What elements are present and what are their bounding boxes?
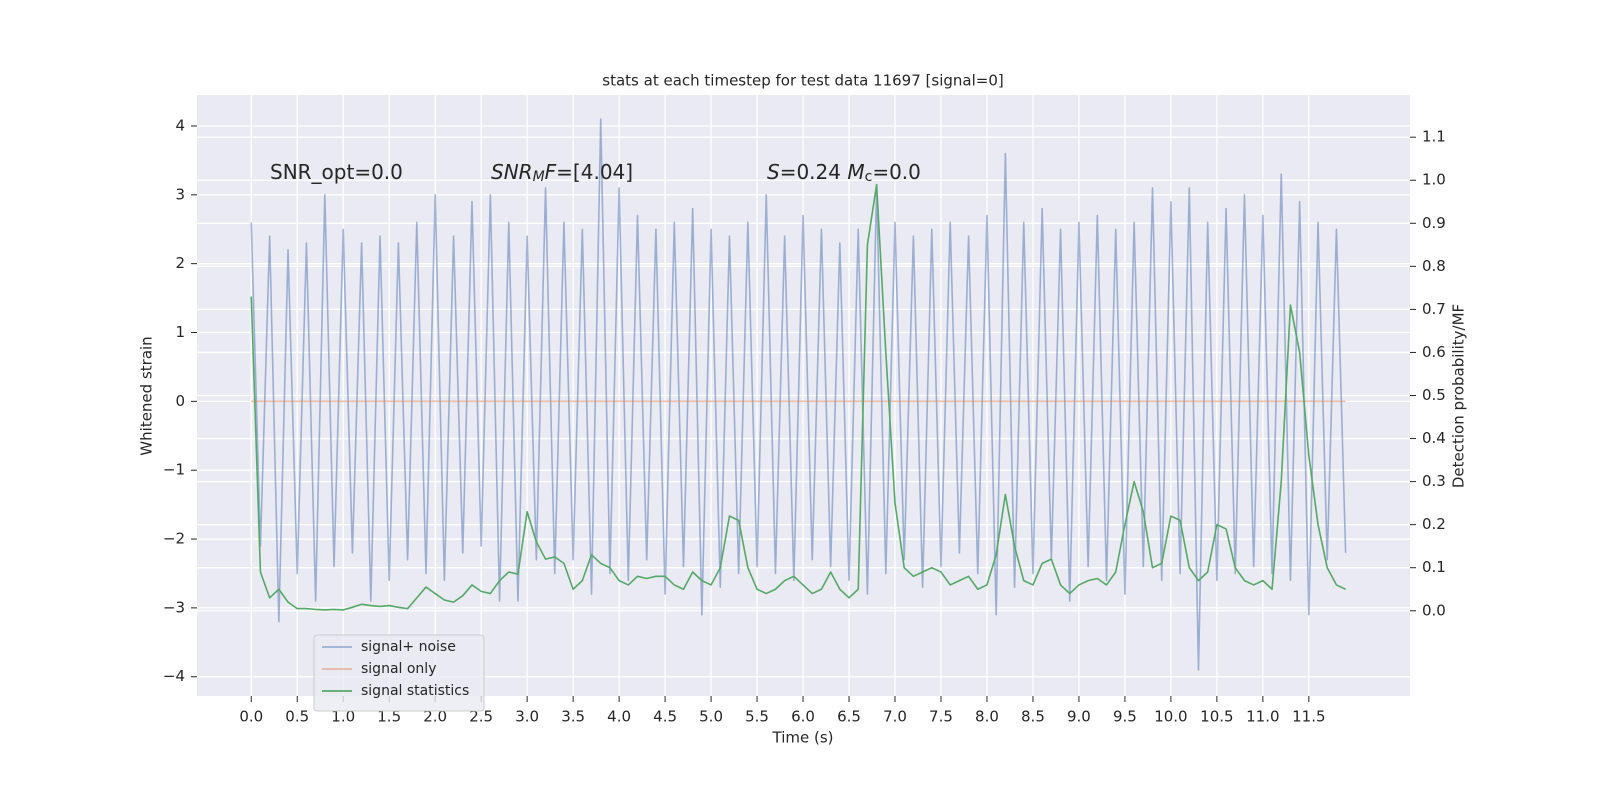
annotation-part: M xyxy=(847,160,864,184)
y2-tick-label: 0.2 xyxy=(1422,515,1446,533)
x-tick-label: 11.0 xyxy=(1246,708,1279,726)
y2-tick-label: 0.0 xyxy=(1422,601,1446,619)
y2-tick-label: 0.8 xyxy=(1422,257,1446,275)
x-tick-label: 4.0 xyxy=(607,708,631,726)
y-tick-label: 1 xyxy=(175,323,185,341)
annotation-part: F xyxy=(545,160,557,184)
x-tick-label: 11.5 xyxy=(1292,708,1325,726)
annotation: S=0.24 Mc=0.0 xyxy=(767,160,921,186)
y-tick-label: 4 xyxy=(175,116,185,134)
axes: 0.0 0.5 1.0 1.5 2.0 2.5 3.0 3.5 4.0 4.5 5.0 5.5 6.0 6… xyxy=(163,116,1446,725)
annotation-part: c xyxy=(865,169,873,185)
annotation-part: =0.24 xyxy=(780,160,848,184)
x-tick-label: 0.5 xyxy=(285,708,309,726)
annotation-part: =[4.04] xyxy=(556,160,633,184)
x-tick-label: 9.5 xyxy=(1113,708,1137,726)
chart-title: stats at each timestep for test data 116… xyxy=(602,72,1003,90)
x-tick-label: 9.0 xyxy=(1067,708,1091,726)
y2-tick-label: 0.7 xyxy=(1422,300,1446,318)
y2-tick-label: 0.9 xyxy=(1422,214,1446,232)
annotation-part: S xyxy=(767,160,780,184)
x-tick-label: 6.5 xyxy=(837,708,861,726)
annotation: SNR_opt=0.0 xyxy=(270,160,403,184)
x-tick-label: 8.5 xyxy=(1021,708,1045,726)
x-tick-label: 8.0 xyxy=(975,708,999,726)
y2-axis-label: Detection probability/MF xyxy=(1450,304,1468,488)
x-tick-label: 10.0 xyxy=(1154,708,1187,726)
x-tick-label: 1.5 xyxy=(377,708,401,726)
annotation: SNRMF=[4.04] xyxy=(491,160,633,186)
y2-tick-label: 1.0 xyxy=(1422,171,1446,189)
annotation-part: SNR xyxy=(491,160,533,184)
series-line xyxy=(250,183,1346,611)
y-tick-label: 0 xyxy=(175,392,185,410)
x-tick-label: 4.5 xyxy=(653,708,677,726)
x-tick-label: 10.5 xyxy=(1200,708,1233,726)
y2-tick-label: 0.3 xyxy=(1422,472,1446,490)
y-tick-label: −3 xyxy=(163,598,185,616)
x-tick-label: 2.5 xyxy=(469,708,493,726)
y-tick-label: −2 xyxy=(163,530,185,548)
legend-label: signal+ noise xyxy=(361,639,456,655)
annotation-part: M xyxy=(533,169,545,185)
annotation-part: =0.0 xyxy=(872,160,921,184)
x-tick-label: 3.5 xyxy=(561,708,585,726)
x-tick-label: 3.0 xyxy=(515,708,539,726)
legend-box xyxy=(313,634,485,712)
annotation-part: SNR_opt=0.0 xyxy=(270,160,403,184)
x-tick-label: 5.5 xyxy=(745,708,769,726)
x-tick-label: 7.0 xyxy=(883,708,907,726)
y2-tick-label: 1.1 xyxy=(1422,128,1446,146)
annotations: SNR_opt=0.0 SNRMF=[4.04] S=0.24 Mc=0.0 xyxy=(270,160,921,186)
y2-tick-label: 0.6 xyxy=(1422,343,1446,361)
y-tick-label: −1 xyxy=(163,461,185,479)
legend: signal+ noise signal only signal statistic… xyxy=(313,634,485,712)
legend-label: signal statistics xyxy=(361,683,469,699)
x-tick-label: 0.0 xyxy=(239,708,263,726)
y-tick-label: 3 xyxy=(175,185,185,203)
series-line xyxy=(250,118,1347,671)
lines xyxy=(250,118,1347,671)
y2-tick-label: 0.5 xyxy=(1422,386,1446,404)
x-tick-label: 6.0 xyxy=(791,708,815,726)
x-tick-label: 1.0 xyxy=(331,708,355,726)
legend-label: signal only xyxy=(361,661,436,677)
x-tick-label: 5.0 xyxy=(699,708,723,726)
x-tick-label: 2.0 xyxy=(423,708,447,726)
y-tick-label: 2 xyxy=(175,254,185,272)
y-axis-label: Whitened strain xyxy=(138,336,156,455)
x-axis-label: Time (s) xyxy=(772,729,834,747)
y2-tick-label: 0.4 xyxy=(1422,429,1446,447)
x-tick-label: 7.5 xyxy=(929,708,953,726)
y-tick-label: −4 xyxy=(163,667,185,685)
y2-tick-label: 0.1 xyxy=(1422,558,1446,576)
